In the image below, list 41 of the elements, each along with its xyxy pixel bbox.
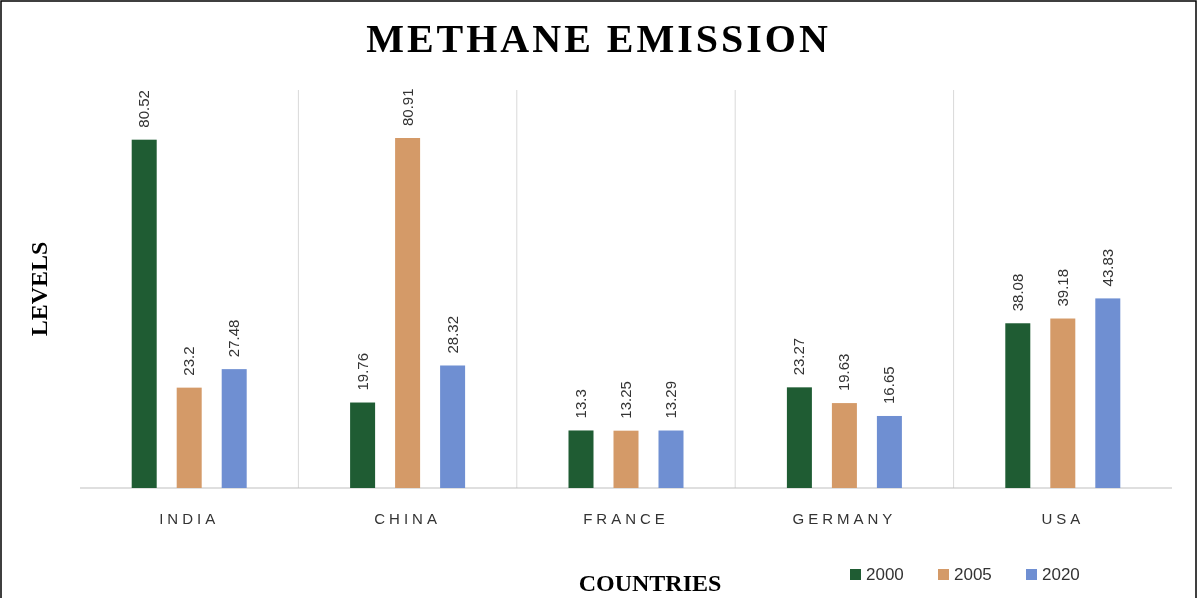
x-tick-label: USA [1041, 510, 1085, 527]
x-tick-label: GERMANY [792, 510, 897, 527]
data-label: 13.3 [572, 389, 589, 419]
bar [440, 365, 466, 488]
x-axis-title: COUNTRIES [578, 570, 722, 596]
bar [876, 415, 902, 488]
bar [613, 430, 639, 488]
data-label: 38.08 [1008, 273, 1026, 312]
bar [786, 387, 812, 488]
legend-label: 2000 [866, 565, 904, 584]
data-label: 43.83 [1098, 248, 1116, 287]
data-label: 28.32 [443, 315, 461, 354]
data-label: 13.29 [662, 380, 679, 419]
data-label: 80.91 [398, 88, 416, 126]
data-label: 23.27 [790, 337, 808, 376]
bar [131, 139, 157, 488]
y-axis-title: LEVELS [26, 241, 52, 337]
data-label: 19.63 [835, 353, 853, 392]
bar [1095, 298, 1121, 488]
bar [350, 402, 376, 488]
bar [221, 369, 247, 488]
data-label: 13.25 [617, 381, 634, 419]
bar [1005, 323, 1031, 488]
bar [176, 387, 202, 488]
data-label: 23.2 [180, 346, 198, 376]
data-label: 80.52 [135, 90, 153, 128]
bar [568, 430, 594, 488]
x-tick-label: CHINA [374, 510, 441, 527]
x-tick-label: FRANCE [583, 510, 669, 527]
legend-label: 2020 [1042, 565, 1080, 584]
data-label: 16.65 [880, 366, 898, 404]
data-label: 19.76 [353, 352, 371, 391]
bar [1050, 318, 1076, 488]
legend-label: 2005 [954, 565, 992, 584]
bar [658, 430, 684, 488]
bar [831, 403, 857, 488]
chart-title: METHANE EMISSION [366, 16, 831, 61]
data-label: 27.48 [225, 319, 243, 358]
bar [395, 138, 421, 488]
x-tick-label: INDIA [159, 510, 220, 527]
data-label: 39.18 [1053, 268, 1071, 307]
